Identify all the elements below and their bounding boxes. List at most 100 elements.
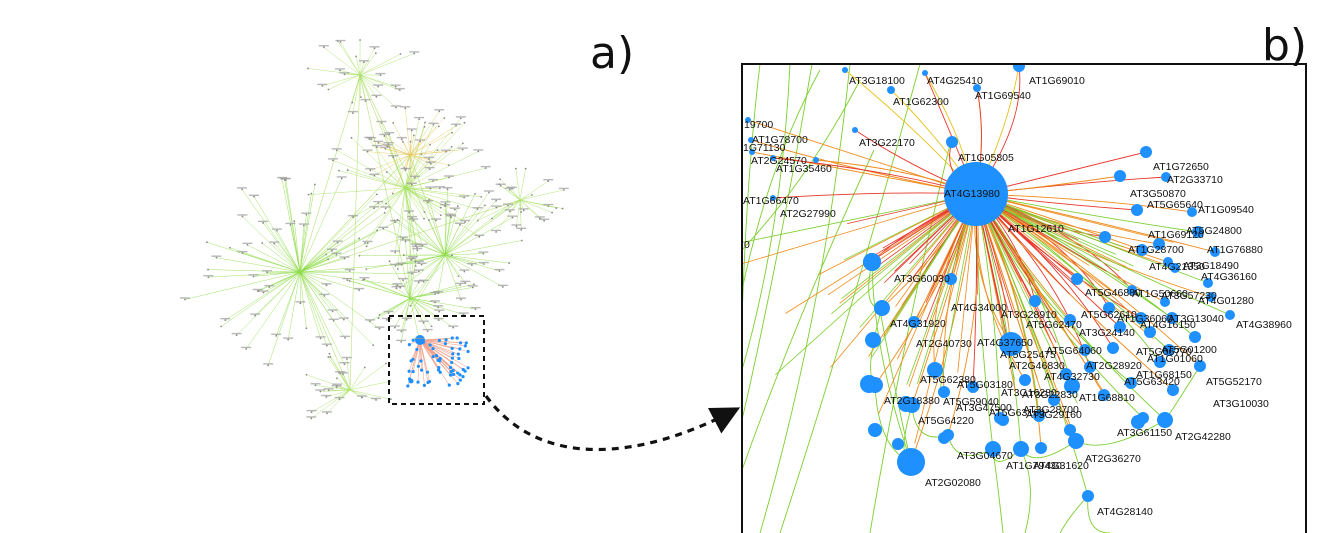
overview-node [325,253,327,256]
zoom-edge [879,309,912,463]
overview-tiny-label [422,200,433,202]
overview-node [358,237,361,240]
overview-node [432,123,435,126]
overview-tiny-label [306,409,317,412]
zoom-edge [908,193,977,388]
overview-node [416,380,420,384]
zoom-node [1068,433,1084,449]
overview-edge [405,241,411,299]
zoom-node [1137,412,1149,424]
overview-node [346,169,349,171]
overview-node [423,211,426,214]
overview-node [305,373,308,376]
overview-edge [184,271,301,300]
overview-node [444,205,446,208]
overview-node [398,89,401,92]
overview-node [508,262,511,264]
overview-node [499,178,502,181]
zoom-node [867,377,883,393]
overview-edge [311,389,351,419]
overview-edge [225,271,301,321]
overview-node [423,125,426,128]
overview-tiny-label [503,203,514,205]
zoom-edge [1020,440,1077,459]
overview-tiny-label [543,179,554,181]
zoom-node [1127,285,1137,295]
node-label: AT5G01200 [1161,344,1217,356]
overview-edge [349,363,387,391]
overview-node [267,364,270,367]
overview-node [453,208,456,211]
overview-node [229,246,231,249]
overview-edge [299,271,345,320]
overview-node [410,129,413,132]
overview-node [369,169,372,172]
zoom-node [985,441,1001,457]
overview-node [461,142,464,145]
overview-node [455,124,457,127]
node-label: AT4G37650 [977,337,1033,349]
overview-node [484,167,487,170]
overview-edge [299,193,312,273]
overview-tiny-label [331,385,342,387]
overview-node [461,375,465,379]
overview-node [363,278,366,281]
overview-node [447,164,450,166]
overview-edge [419,339,466,347]
zoom-node [1064,378,1080,394]
overview-edge [299,271,328,346]
overview-tiny-label [360,98,371,101]
zoom-edge [910,193,977,463]
zoom-node [1154,356,1166,368]
overview-edge [404,187,465,198]
overview-edge [359,74,366,102]
overview-node [325,396,328,398]
overview-node [407,369,411,373]
overview-edge [299,258,345,273]
node-label: AT3G28910 [1001,309,1057,321]
node-label: AT5G63420 [1124,376,1180,388]
overview-edge [346,358,351,391]
overview-edge [409,117,445,156]
overview-edge [349,389,391,400]
zoom-node [1079,344,1091,356]
overview-node [419,368,424,372]
zoom-edge [742,193,977,265]
zoom-node [994,412,1006,424]
overview-edge [299,271,345,365]
overview-tiny-label [237,214,248,216]
node-label: AT4G31920 [890,318,946,330]
overview-node [289,224,292,226]
overview-tiny-label [444,175,455,177]
zoom-node [927,362,943,378]
node-label: AT3G16280 [1001,387,1057,399]
overview-node [501,285,504,288]
overview-tiny-label [380,206,391,208]
overview-node [404,169,407,171]
zoom-node [1167,384,1179,396]
overview-node [480,195,483,198]
overview-edge [444,254,484,265]
hub-node [944,162,1008,226]
overview-node [457,275,460,278]
zoom-node [922,70,928,76]
overview-edge [409,154,416,178]
overview-node [477,150,480,153]
overview-node [417,270,420,273]
overview-node [402,140,404,143]
overview-tiny-label [425,186,436,188]
overview-edge [444,205,486,256]
overview-edge [299,254,327,273]
overview-edge [444,240,522,256]
overview-edge [359,53,415,76]
overview-edge [322,74,361,87]
overview-tiny-label [454,222,465,225]
overview-node [342,318,345,321]
node-label: AT1G05805 [958,152,1014,164]
overview-edge [366,254,446,270]
overview-tiny-label [441,149,452,151]
overview-tiny-label [507,215,518,217]
zoom-node [1060,368,1072,380]
overview-node [432,180,434,182]
overview-node [400,330,403,333]
